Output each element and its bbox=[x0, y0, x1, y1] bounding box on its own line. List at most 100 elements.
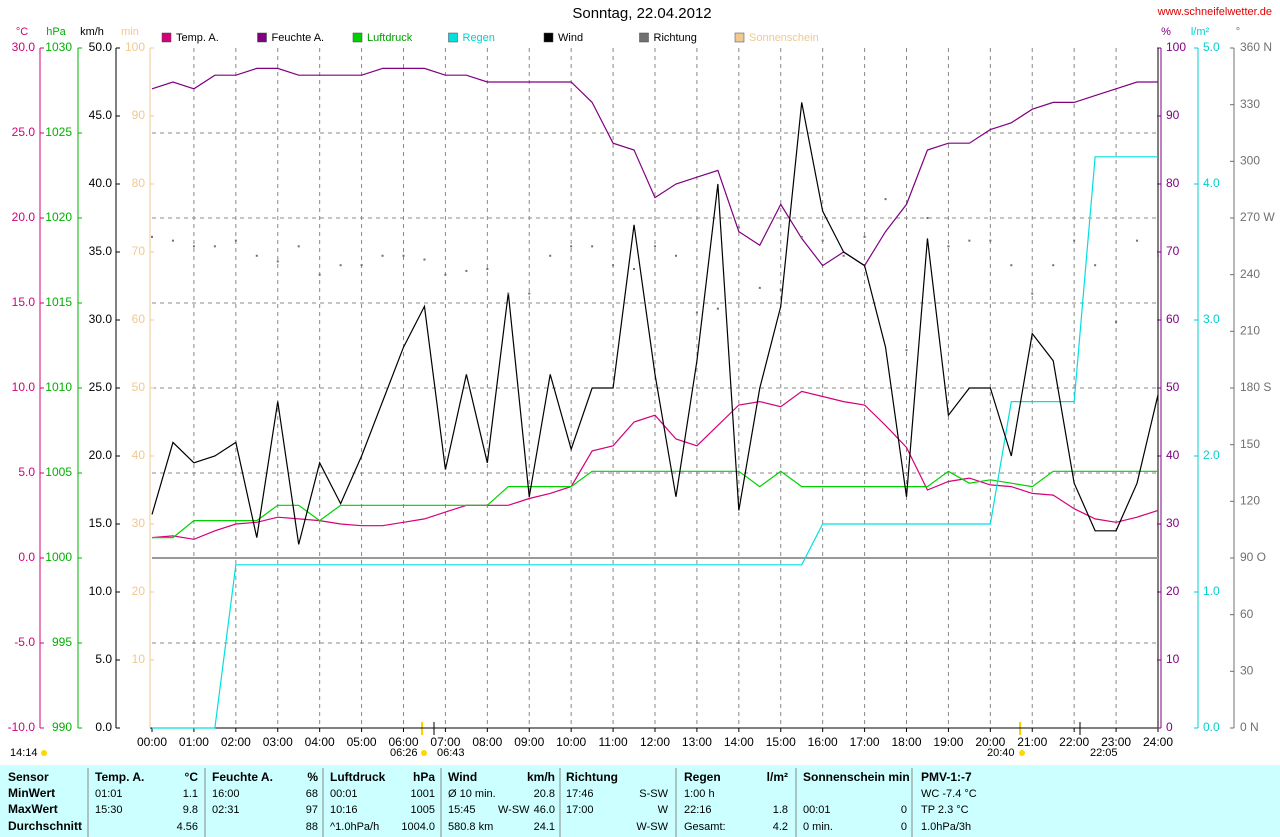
y-tick-label: 1025 bbox=[45, 125, 72, 139]
direction-dot bbox=[423, 258, 426, 261]
cell-time: 22:16 bbox=[684, 804, 712, 816]
cell-value: 0 bbox=[901, 804, 907, 816]
y-tick-label: 60 bbox=[1240, 607, 1254, 621]
direction-dot bbox=[884, 198, 887, 201]
cell-value: 46.0 bbox=[534, 804, 555, 816]
x-tick-label: 20:00 bbox=[975, 735, 1005, 749]
y-tick-label: 10.0 bbox=[89, 584, 113, 598]
direction-dot bbox=[381, 254, 384, 257]
direction-dot bbox=[1094, 264, 1097, 267]
column-header: Wind bbox=[448, 770, 477, 784]
y-tick-label: 90 bbox=[132, 108, 146, 122]
legend-label: Luftdruck bbox=[367, 32, 413, 44]
x-tick-label: 04:00 bbox=[305, 735, 335, 749]
y-tick-label: 15.0 bbox=[89, 516, 113, 530]
direction-dot bbox=[821, 239, 824, 242]
time-stamp: 14:14 bbox=[10, 747, 38, 759]
direction-dot bbox=[171, 239, 174, 242]
cell-value: 88 bbox=[306, 821, 318, 833]
y-tick-label: 1000 bbox=[45, 550, 72, 564]
direction-dot bbox=[947, 245, 950, 248]
cell-value: 4.56 bbox=[177, 821, 198, 833]
y-tick-label: 25.0 bbox=[89, 380, 113, 394]
y-tick-label: 30 bbox=[132, 516, 146, 530]
direction-dot bbox=[549, 254, 552, 257]
sunset-sun-time: 22:05 bbox=[1090, 747, 1118, 759]
y-tick-label: 1015 bbox=[45, 295, 72, 309]
direction-dot bbox=[674, 254, 677, 257]
cell-value: 1004.0 bbox=[401, 821, 435, 833]
x-tick-label: 05:00 bbox=[347, 735, 377, 749]
direction-dot bbox=[968, 239, 971, 242]
y-tick-label: 360 N bbox=[1240, 40, 1272, 54]
y-axis-title: ° bbox=[1236, 26, 1240, 38]
direction-dot bbox=[297, 245, 300, 248]
direction-dot bbox=[528, 292, 531, 295]
series-line bbox=[151, 67, 1158, 267]
cell-time: 02:31 bbox=[212, 804, 240, 816]
direction-dot bbox=[360, 264, 363, 267]
y-tick-label: 1010 bbox=[45, 380, 72, 394]
y-tick-label: 20.0 bbox=[89, 448, 113, 462]
cell-time: 17:00 bbox=[566, 804, 594, 816]
column-header: Temp. A. bbox=[95, 770, 144, 784]
direction-dot bbox=[486, 268, 489, 270]
stats-table-content: Sensor MinWert MaxWert Durchschnitt Temp. A.… bbox=[8, 768, 977, 837]
x-tick-label: 14:00 bbox=[724, 735, 754, 749]
y-tick-label: 1005 bbox=[45, 465, 72, 479]
direction-dot bbox=[444, 273, 447, 276]
y-tick-label: 25.0 bbox=[12, 125, 36, 139]
legend-label: Temp. A. bbox=[176, 32, 219, 44]
y-axis-title: °C bbox=[16, 26, 28, 38]
source-link[interactable]: www.schneifelwetter.de bbox=[1157, 6, 1272, 18]
legend-label: Wind bbox=[558, 32, 583, 44]
y-tick-label: 0 N bbox=[1240, 720, 1259, 734]
column-unit: °C bbox=[185, 770, 199, 784]
direction-dot bbox=[1031, 292, 1034, 295]
cell-extra: W-SW bbox=[498, 804, 530, 816]
direction-dot bbox=[151, 235, 153, 238]
cell-time: 15:30 bbox=[95, 804, 123, 816]
direction-dot bbox=[402, 254, 405, 257]
direction-dot bbox=[989, 239, 992, 242]
direction-dot bbox=[842, 254, 845, 257]
y-tick-label: 50 bbox=[132, 380, 146, 394]
y-tick-label: 50.0 bbox=[89, 40, 113, 54]
chart-title: Sonntag, 22.04.2012 bbox=[572, 5, 711, 22]
direction-dot bbox=[1157, 254, 1159, 257]
x-tick-label: 03:00 bbox=[263, 735, 293, 749]
x-tick-label: 09:00 bbox=[514, 735, 544, 749]
y-tick-label: 1.0 bbox=[1203, 584, 1220, 598]
direction-dot bbox=[905, 349, 908, 352]
x-tick-label: 08:00 bbox=[472, 735, 502, 749]
series-line bbox=[151, 102, 1159, 545]
y-tick-label: 120 bbox=[1240, 494, 1260, 508]
y-tick-label: 30.0 bbox=[89, 312, 113, 326]
row-label: Durchschnitt bbox=[8, 819, 82, 833]
direction-dot bbox=[716, 307, 719, 310]
direction-dot bbox=[926, 217, 929, 219]
direction-dot bbox=[654, 245, 656, 248]
y-tick-label: 270 W bbox=[1240, 210, 1275, 224]
row-label: MaxWert bbox=[8, 802, 58, 816]
series-line bbox=[152, 156, 1158, 729]
y-tick-label: 330 bbox=[1240, 97, 1260, 111]
y-axis-title: min bbox=[121, 26, 139, 38]
y-tick-label: 10.0 bbox=[12, 380, 36, 394]
legend-swatch bbox=[257, 32, 267, 43]
x-tick-label: 06:00 bbox=[388, 735, 418, 749]
stats-table bbox=[0, 765, 1280, 837]
y-tick-label: 35.0 bbox=[89, 244, 113, 258]
column-unit: km/h bbox=[527, 770, 555, 784]
cell-time: 1:00 h bbox=[684, 788, 715, 800]
y-tick-label: 80 bbox=[1166, 176, 1180, 190]
y-tick-label: 40.0 bbox=[89, 176, 113, 190]
y-tick-label: 30.0 bbox=[12, 40, 36, 54]
direction-dot bbox=[737, 226, 740, 229]
cell-value: 68 bbox=[306, 788, 318, 800]
y-tick-label: 5.0 bbox=[95, 652, 112, 666]
y-tick-label: 20 bbox=[132, 584, 146, 598]
x-tick-label: 18:00 bbox=[891, 735, 921, 749]
series-line bbox=[152, 470, 1158, 539]
